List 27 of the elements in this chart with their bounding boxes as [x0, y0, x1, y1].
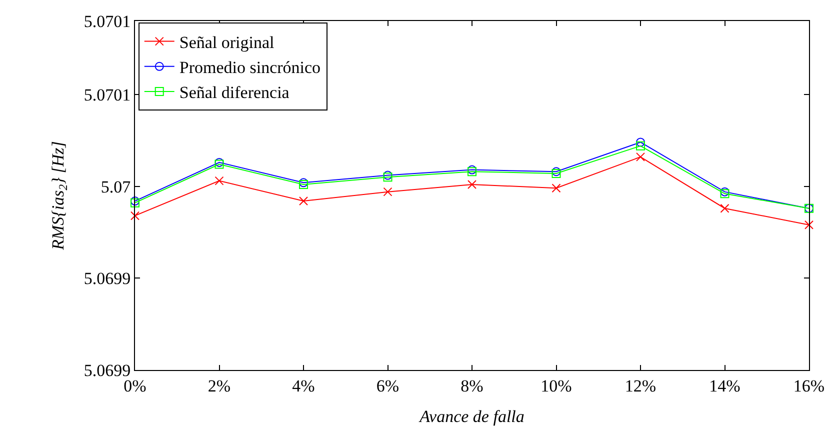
x-tick-label: 12% [624, 376, 656, 396]
point [636, 141, 645, 150]
point [383, 187, 392, 196]
y-tick-label: 5.0701 [84, 85, 131, 104]
legend-label: Promedio sincrónico [179, 58, 321, 78]
x-tick-label: 14% [709, 376, 740, 396]
x-tick-label: 4% [292, 376, 315, 396]
x-tick-label: 6% [376, 376, 400, 396]
point [552, 184, 561, 193]
point [636, 152, 645, 162]
point [636, 138, 645, 147]
point [720, 204, 730, 213]
point [214, 176, 224, 186]
legend-label: Señal diferencia [179, 83, 290, 102]
y-tick-label: 5.0699 [84, 269, 131, 288]
x-tick-label: 10% [540, 376, 572, 396]
point [468, 180, 476, 189]
x-tick-label: 8% [460, 376, 484, 396]
x-axis-title: Avance de falla [418, 406, 524, 426]
x-tick-label: 2% [208, 376, 231, 396]
y-tick-label: 5.07 [100, 177, 132, 196]
y-tick-label: 5.0701 [84, 12, 131, 31]
point [804, 220, 814, 230]
legend-label: Señal original [179, 32, 275, 52]
point [299, 196, 308, 206]
point [130, 211, 140, 220]
x-tick-label: 16% [793, 376, 825, 396]
